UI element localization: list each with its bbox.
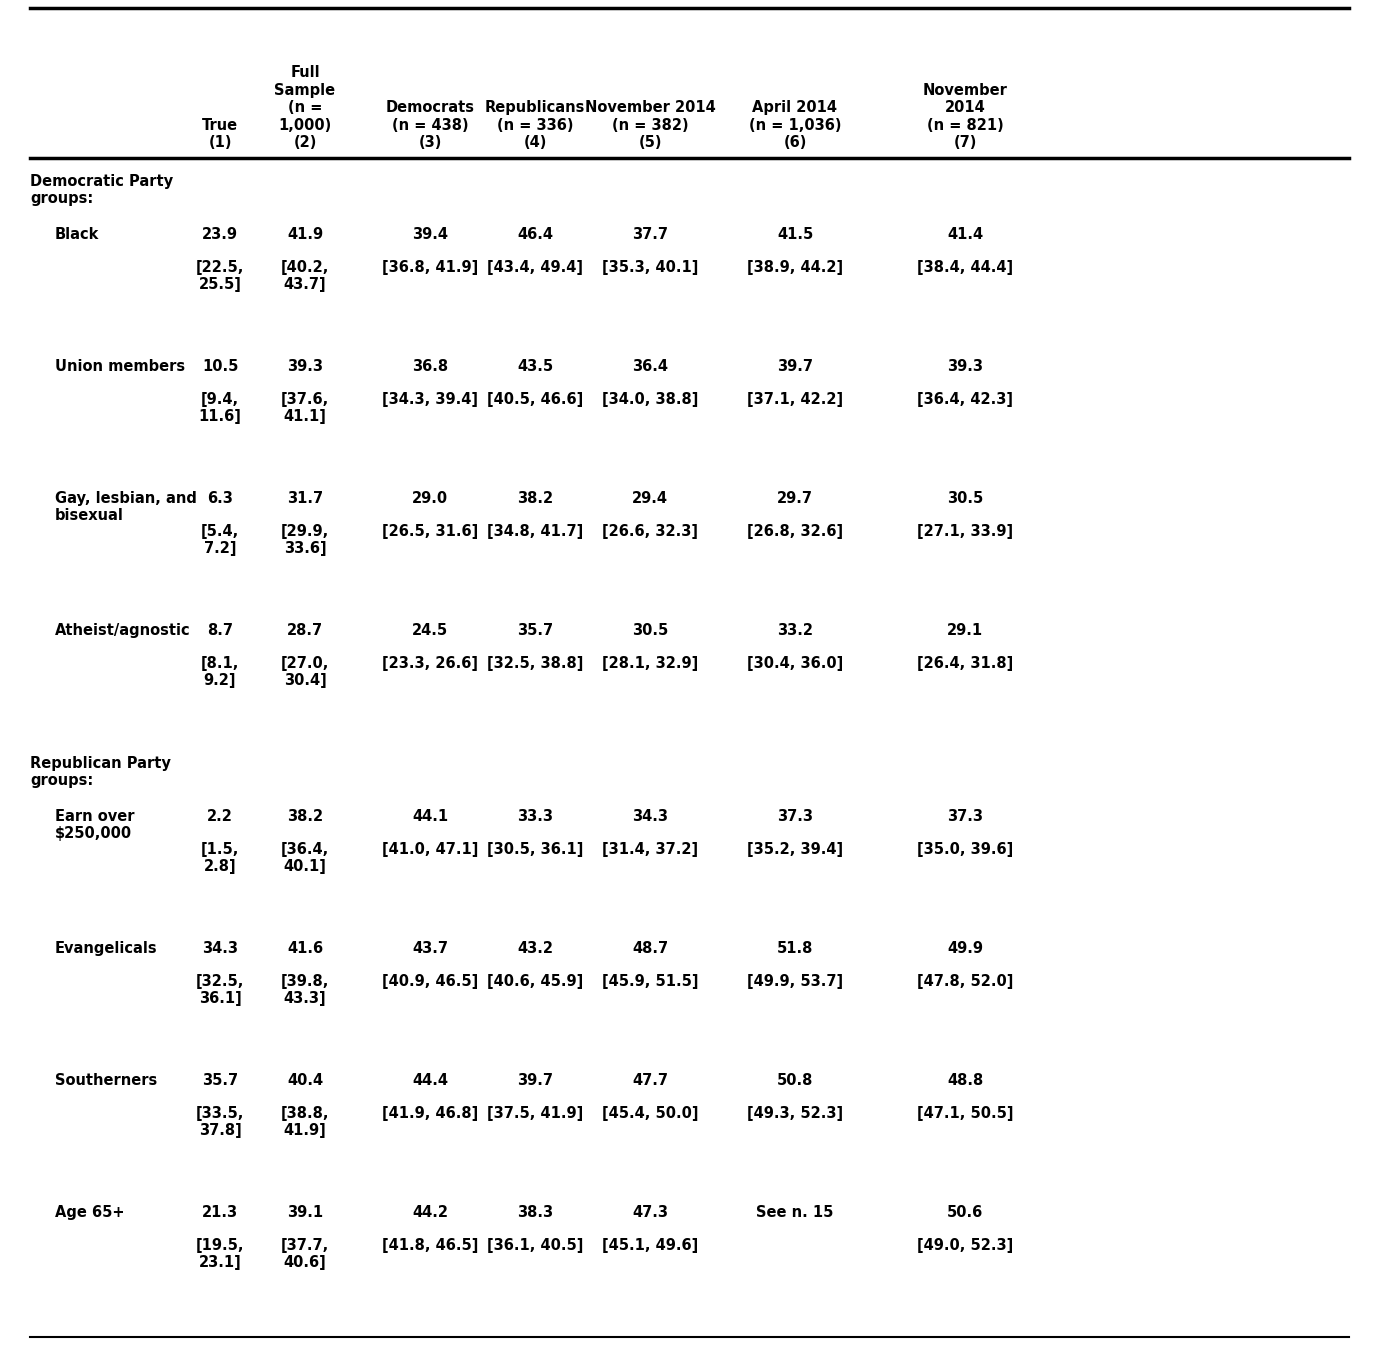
Text: 39.7: 39.7 (517, 1073, 553, 1088)
Text: 30.5: 30.5 (632, 623, 667, 638)
Text: 30.5: 30.5 (947, 491, 983, 507)
Text: 31.7: 31.7 (287, 491, 323, 507)
Text: [38.4, 44.4]: [38.4, 44.4] (917, 260, 1014, 275)
Text: 44.1: 44.1 (412, 809, 448, 824)
Text: [37.7,: [37.7, (281, 1238, 330, 1253)
Text: [32.5,: [32.5, (196, 973, 244, 988)
Text: [8.1,: [8.1, (201, 656, 239, 671)
Text: [41.8, 46.5]: [41.8, 46.5] (382, 1238, 479, 1253)
Text: 11.6]: 11.6] (199, 409, 241, 424)
Text: Gay, lesbian, and
bisexual: Gay, lesbian, and bisexual (55, 491, 197, 523)
Text: See n. 15: See n. 15 (756, 1205, 834, 1220)
Text: Union members: Union members (55, 359, 185, 374)
Text: [35.2, 39.4]: [35.2, 39.4] (747, 842, 843, 857)
Text: [26.8, 32.6]: [26.8, 32.6] (747, 524, 843, 539)
Text: [5.4,: [5.4, (201, 524, 239, 539)
Text: 50.8: 50.8 (776, 1073, 814, 1088)
Text: [40.2,: [40.2, (281, 260, 330, 275)
Text: [38.9, 44.2]: [38.9, 44.2] (747, 260, 843, 275)
Text: 33.2: 33.2 (776, 623, 814, 638)
Text: 38.2: 38.2 (287, 809, 323, 824)
Text: [34.8, 41.7]: [34.8, 41.7] (487, 524, 583, 539)
Text: [9.4,: [9.4, (201, 392, 239, 407)
Text: 34.3: 34.3 (201, 941, 239, 956)
Text: 29.7: 29.7 (776, 491, 814, 507)
Text: 43.5: 43.5 (517, 359, 553, 374)
Text: [32.5, 38.8]: [32.5, 38.8] (487, 656, 583, 671)
Text: 35.7: 35.7 (517, 623, 553, 638)
Text: 47.3: 47.3 (632, 1205, 667, 1220)
Text: November
2014
(n = 821)
(7): November 2014 (n = 821) (7) (923, 82, 1008, 151)
Text: [33.5,: [33.5, (196, 1106, 244, 1121)
Text: 9.2]: 9.2] (204, 674, 236, 689)
Text: 36.1]: 36.1] (199, 991, 241, 1006)
Text: 49.9: 49.9 (947, 941, 983, 956)
Text: Earn over
$250,000: Earn over $250,000 (55, 809, 135, 842)
Text: 41.5: 41.5 (776, 227, 814, 242)
Text: 51.8: 51.8 (776, 941, 814, 956)
Text: [1.5,: [1.5, (201, 842, 239, 857)
Text: 30.4]: 30.4] (284, 674, 327, 689)
Text: 23.9: 23.9 (201, 227, 239, 242)
Text: [34.3, 39.4]: [34.3, 39.4] (382, 392, 479, 407)
Text: 40.1]: 40.1] (284, 858, 327, 873)
Text: 39.3: 39.3 (947, 359, 983, 374)
Text: 37.3: 37.3 (776, 809, 814, 824)
Text: [36.4,: [36.4, (281, 842, 330, 857)
Text: 6.3: 6.3 (207, 491, 233, 507)
Text: Atheist/agnostic: Atheist/agnostic (55, 623, 190, 638)
Text: 41.1]: 41.1] (284, 409, 327, 424)
Text: [36.4, 42.3]: [36.4, 42.3] (917, 392, 1014, 407)
Text: 43.7: 43.7 (412, 941, 448, 956)
Text: 23.1]: 23.1] (199, 1255, 241, 1270)
Text: April 2014
(n = 1,036)
(6): April 2014 (n = 1,036) (6) (749, 100, 841, 151)
Text: [26.6, 32.3]: [26.6, 32.3] (603, 524, 698, 539)
Text: [26.4, 31.8]: [26.4, 31.8] (917, 656, 1014, 671)
Text: 41.6: 41.6 (287, 941, 323, 956)
Text: Age 65+: Age 65+ (55, 1205, 124, 1220)
Text: 36.4: 36.4 (632, 359, 667, 374)
Text: [43.4, 49.4]: [43.4, 49.4] (487, 260, 583, 275)
Text: [26.5, 31.6]: [26.5, 31.6] (382, 524, 479, 539)
Text: 8.7: 8.7 (207, 623, 233, 638)
Text: [45.9, 51.5]: [45.9, 51.5] (601, 973, 698, 988)
Text: [36.8, 41.9]: [36.8, 41.9] (382, 260, 479, 275)
Text: [49.3, 52.3]: [49.3, 52.3] (747, 1106, 843, 1121)
Text: [27.1, 33.9]: [27.1, 33.9] (917, 524, 1014, 539)
Text: [22.5,: [22.5, (196, 260, 244, 275)
Text: [29.9,: [29.9, (281, 524, 330, 539)
Text: 2.2: 2.2 (207, 809, 233, 824)
Text: [45.1, 49.6]: [45.1, 49.6] (601, 1238, 698, 1253)
Text: 37.3: 37.3 (947, 809, 983, 824)
Text: 7.2]: 7.2] (204, 541, 236, 556)
Text: 37.8]: 37.8] (199, 1123, 241, 1138)
Text: [30.5, 36.1]: [30.5, 36.1] (487, 842, 583, 857)
Text: 39.7: 39.7 (776, 359, 814, 374)
Text: [19.5,: [19.5, (196, 1238, 244, 1253)
Text: 41.4: 41.4 (947, 227, 983, 242)
Text: [28.1, 32.9]: [28.1, 32.9] (601, 656, 698, 671)
Text: Democrats
(n = 438)
(3): Democrats (n = 438) (3) (386, 100, 474, 151)
Text: 24.5: 24.5 (412, 623, 448, 638)
Text: 39.1: 39.1 (287, 1205, 323, 1220)
Text: Black: Black (55, 227, 99, 242)
Text: [36.1, 40.5]: [36.1, 40.5] (487, 1238, 583, 1253)
Text: 29.1: 29.1 (947, 623, 983, 638)
Text: [49.9, 53.7]: [49.9, 53.7] (747, 973, 843, 988)
Text: [37.1, 42.2]: [37.1, 42.2] (747, 392, 843, 407)
Text: [49.0, 52.3]: [49.0, 52.3] (917, 1238, 1014, 1253)
Text: Republican Party
groups:: Republican Party groups: (30, 756, 171, 789)
Text: 38.2: 38.2 (517, 491, 553, 507)
Text: [35.3, 40.1]: [35.3, 40.1] (601, 260, 698, 275)
Text: [47.8, 52.0]: [47.8, 52.0] (917, 973, 1014, 988)
Text: 36.8: 36.8 (412, 359, 448, 374)
Text: 40.4: 40.4 (287, 1073, 323, 1088)
Text: 48.8: 48.8 (947, 1073, 983, 1088)
Text: November 2014
(n = 382)
(5): November 2014 (n = 382) (5) (585, 100, 716, 151)
Text: 10.5: 10.5 (201, 359, 239, 374)
Text: [41.9, 46.8]: [41.9, 46.8] (382, 1106, 479, 1121)
Text: 48.7: 48.7 (632, 941, 667, 956)
Text: 29.4: 29.4 (632, 491, 667, 507)
Text: 29.0: 29.0 (412, 491, 448, 507)
Text: 46.4: 46.4 (517, 227, 553, 242)
